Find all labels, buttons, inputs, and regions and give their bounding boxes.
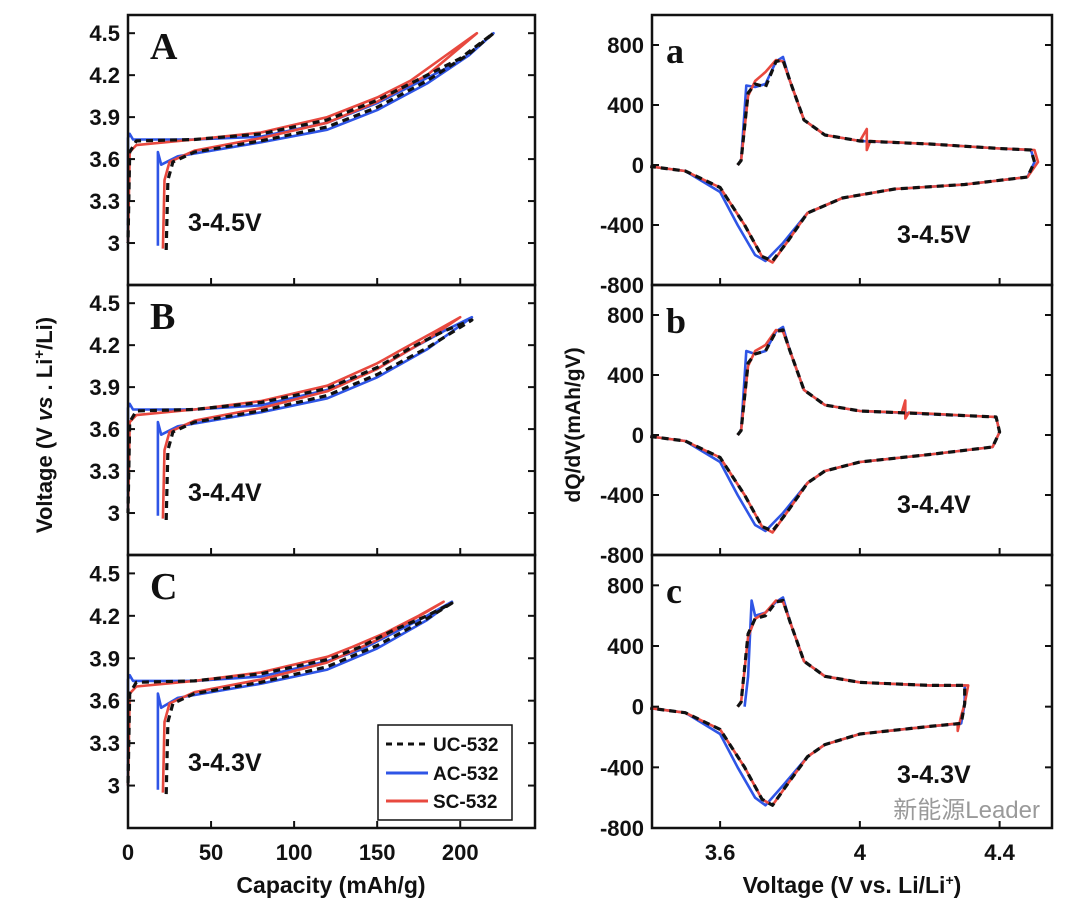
y-tick-label: 3.3: [89, 189, 120, 214]
x-tick-label: 150: [359, 840, 396, 865]
y-tick-label: 3.9: [89, 375, 120, 400]
series-uc-532-line: [650, 58, 1037, 263]
series-sc-532-line: [650, 58, 1040, 264]
series-ac-532-line: [126, 600, 454, 790]
voltage-range-label: 3-4.5V: [188, 209, 262, 237]
panel-letter: C: [150, 566, 177, 608]
panel-B: 3 3.3 3.6 3.9 4.2 4.5 B 3-4.4V: [89, 283, 537, 557]
panel-letter: A: [150, 26, 178, 68]
y-tick-label: -400: [600, 213, 644, 238]
x-tick-label: 50: [199, 840, 223, 865]
series-uc-532-line: [650, 598, 967, 807]
plot-frame: [650, 283, 1054, 557]
voltage-range-label: 3-4.3V: [897, 761, 971, 789]
plot-frame: [126, 283, 537, 557]
left-y-axis-label: Voltage (V vs . Li+/Li): [31, 317, 57, 533]
y-tick-label: 4.5: [89, 291, 120, 316]
panel-b: -800 -400 0 400 800 b 3-4.4V: [600, 283, 1054, 568]
x-tick-label: 200: [442, 840, 479, 865]
panel-letter: B: [150, 296, 175, 338]
series-sc-532-line: [126, 31, 479, 249]
y-tick-label: 800: [607, 573, 644, 598]
panel-letter: c: [666, 571, 682, 611]
y-tick-label: 3.6: [89, 689, 120, 714]
panel-c: -800 -400 0 400 800 3.6 4 4.4 c 3-4.3V: [600, 553, 1054, 865]
y-tick-label: 400: [607, 93, 644, 118]
x-tick-label: 3.6: [705, 840, 736, 865]
y-tick-label: 4.2: [89, 63, 120, 88]
y-tick-label: 3.9: [89, 646, 120, 671]
x-tick-label: 4.4: [984, 840, 1015, 865]
y-tick-label: 4.2: [89, 333, 120, 358]
series-ac-532-line: [126, 315, 474, 516]
y-tick-label: 3: [108, 231, 120, 256]
y-tick-label: 3: [108, 501, 120, 526]
y-tick-label: 3.3: [89, 459, 120, 484]
y-tick-label: 0: [632, 423, 644, 448]
y-tick-label: 4.5: [89, 21, 120, 46]
y-tick-label: 400: [607, 363, 644, 388]
x-tick-label: 4: [854, 840, 867, 865]
left-x-axis-label: Capacity (mAh/g): [236, 872, 425, 898]
plot-frame: [126, 13, 537, 287]
y-tick-label: 3.6: [89, 417, 120, 442]
series-ac-532-line: [650, 55, 1036, 263]
y-tick-label: 4.5: [89, 561, 120, 586]
series-uc-532-line: [126, 31, 496, 251]
legend-label-uc: UC-532: [433, 735, 498, 756]
series-uc-532-line: [650, 328, 1002, 533]
panel-letter: b: [666, 301, 686, 341]
y-tick-label: 0: [632, 153, 644, 178]
panel-C: 3 3.3 3.6 3.9 4.2 4.5 0 50 100 150 200 C 3-4.3V: [89, 553, 537, 865]
y-tick-label: 400: [607, 634, 644, 659]
y-tick-label: 800: [607, 33, 644, 58]
voltage-range-label: 3-4.4V: [188, 479, 262, 507]
y-tick-label: -800: [600, 273, 644, 298]
legend: UC-532 AC-532 SC-532: [377, 724, 513, 821]
right-y-axis-label: dQ/dV(mAh/gV): [562, 347, 585, 502]
y-tick-label: 4.2: [89, 604, 120, 629]
x-tick-label: 100: [276, 840, 313, 865]
y-tick-label: 0: [632, 695, 644, 720]
legend-label-sc: SC-532: [433, 792, 497, 813]
panel-letter: a: [666, 31, 684, 71]
right-x-axis-label: Voltage (V vs. Li/Li+): [743, 872, 962, 898]
panel-A: 3 3.3 3.6 3.9 4.2 4.5 A 3-4.5V: [89, 13, 537, 287]
y-tick-label: -400: [600, 755, 644, 780]
series-sc-532-line: [126, 315, 462, 519]
x-tick-label: 0: [122, 840, 134, 865]
series-uc-532-line: [126, 318, 474, 521]
y-tick-label: -800: [600, 816, 644, 841]
plot-frame: [126, 553, 537, 830]
plot-frame: [650, 13, 1054, 287]
y-tick-label: 3.9: [89, 105, 120, 130]
voltage-range-label: 3-4.3V: [188, 749, 262, 777]
y-tick-label: -400: [600, 483, 644, 508]
y-tick-label: 3.3: [89, 731, 120, 756]
panel-a: -800 -400 0 400 800 a 3-4.5V: [600, 13, 1054, 298]
y-tick-label: 3: [108, 774, 120, 799]
y-tick-label: 3.6: [89, 147, 120, 172]
watermark: 新能源Leader: [893, 797, 1040, 824]
y-tick-label: -800: [600, 543, 644, 568]
voltage-range-label: 3-4.5V: [897, 221, 971, 249]
plot-frame: [650, 553, 1054, 830]
series-uc-532-line: [126, 601, 454, 795]
voltage-range-label: 3-4.4V: [897, 491, 971, 519]
legend-label-ac: AC-532: [433, 764, 498, 785]
y-tick-label: 800: [607, 303, 644, 328]
